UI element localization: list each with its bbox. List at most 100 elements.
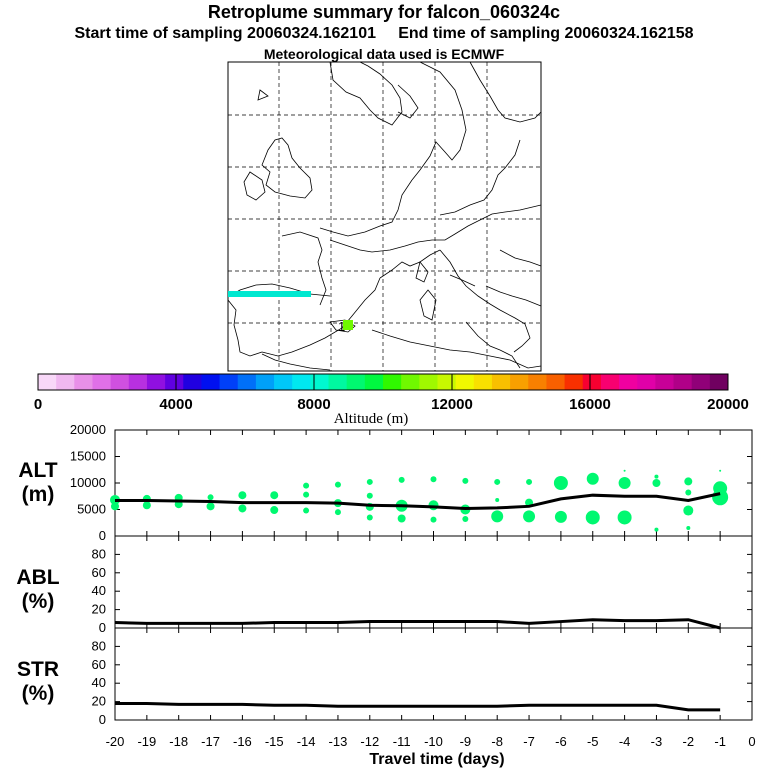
y-tick-label: 60 [92, 565, 106, 580]
altitude-cluster-point [554, 510, 567, 523]
colorbar-cell [219, 374, 239, 390]
altitude-cluster-point [494, 478, 501, 485]
y-tick-label: 20 [92, 694, 106, 709]
altitude-cluster-point [366, 492, 373, 499]
y-tick-label: 20 [92, 602, 106, 617]
x-tick-label: -16 [233, 734, 252, 749]
y-tick-label: 80 [92, 638, 106, 653]
altitude-cluster-point [654, 474, 659, 479]
colorbar-tick-label: 8000 [297, 396, 330, 413]
panel-ylabel: ALT (m) [18, 459, 57, 506]
x-tick-label: -12 [360, 734, 379, 749]
altitude-cluster-point [652, 479, 661, 487]
abl-series-line [114, 618, 721, 630]
x-tick-label: -1 [714, 734, 726, 749]
altitude-cluster-point [366, 478, 373, 485]
altitude-cluster-point [585, 510, 600, 525]
release-marker-label: 1 [338, 319, 345, 334]
end-time-label: End time of sampling 20060324.162158 [398, 25, 694, 42]
altitude-cluster-point [586, 472, 599, 485]
colorbar-cell [92, 374, 112, 390]
panel-frame [114, 535, 753, 629]
altitude-cluster-point [712, 489, 729, 506]
colorbar-cell [56, 374, 75, 390]
altitude-cluster-point [303, 491, 310, 498]
x-tick-label: -11 [393, 734, 411, 749]
colorbar-cell [473, 374, 493, 390]
panel-alt: ALT (m) 0 5000 10000 15000 20000 [18, 422, 753, 543]
colorbar-cell [165, 374, 184, 390]
altitude-cluster-point [207, 494, 214, 501]
colorbar-cell [255, 374, 275, 390]
colorbar-cell [110, 374, 130, 390]
x-tick-label: -15 [265, 734, 284, 749]
str-series-line [115, 701, 721, 712]
colorbar-cell [364, 374, 384, 390]
colorbar-cell [38, 374, 57, 390]
colorbar-cell [510, 374, 529, 390]
colorbar-cell [691, 374, 711, 390]
x-tick-label: -20 [106, 734, 125, 749]
colorbar-cell [637, 374, 656, 390]
colorbar-cell [619, 374, 638, 390]
altitude-cluster-point [206, 502, 215, 511]
altitude-cluster-point [142, 501, 151, 510]
panel-str: STR (%) 0 20 40 60 80 [17, 627, 753, 727]
panel-ylabel: STR (%) [17, 658, 59, 705]
colorbar-tick-label: 16000 [569, 396, 611, 413]
altitude-cluster-point [685, 489, 692, 496]
altitude-cluster-point [238, 491, 247, 500]
x-tick-label: -2 [683, 734, 695, 749]
altitude-cluster-point [303, 507, 310, 514]
altitude-cluster-point [111, 502, 119, 511]
colorbar-cell [546, 374, 566, 390]
x-tick-label: -7 [523, 734, 535, 749]
colorbar-label: Altitude (m) [334, 411, 409, 427]
altitude-cluster-point [623, 469, 626, 472]
altitude-cluster-point [491, 510, 504, 523]
colorbar-cell [74, 374, 93, 390]
y-tick-label: 15000 [70, 449, 106, 464]
colorbar-cell [455, 374, 475, 390]
altitude-cluster-point [553, 476, 568, 490]
met-data-label: Meteorological data used is ECMWF [263, 46, 505, 62]
colorbar-cell [183, 374, 202, 390]
page-title: Retroplume summary for falcon_060324c [207, 2, 561, 22]
altitude-cluster-point [270, 506, 279, 515]
altitude-cluster-point [334, 481, 341, 488]
altitude-cluster-point [303, 482, 310, 489]
y-tick-label: 20000 [70, 422, 106, 437]
colorbar-cell [237, 374, 257, 390]
altitude-cluster-point [334, 509, 341, 516]
altitude-cluster-point [684, 477, 693, 486]
y-tick-label: 0 [99, 620, 106, 635]
plume-trajectory-band [228, 291, 311, 297]
altitude-cluster-point [270, 491, 279, 500]
x-tick-label: -19 [137, 734, 156, 749]
y-tick-label: 0 [99, 528, 106, 543]
altitude-cluster-point [617, 510, 632, 525]
colorbar-cell [346, 374, 366, 390]
colorbar-cell [310, 374, 330, 390]
y-tick-label: 80 [92, 546, 106, 561]
colorbar-ticks: 0 4000 8000 12000 16000 20000 [34, 374, 749, 413]
panel-abl: ABL (%) 0 20 40 60 80 [16, 535, 753, 635]
colorbar: 0 4000 8000 12000 16000 20000 Altitude (m) [34, 373, 749, 427]
x-tick-label: -9 [460, 734, 472, 749]
colorbar-cells [38, 374, 729, 390]
colorbar-frame [37, 373, 729, 391]
altitude-cluster-point [526, 478, 533, 485]
colorbar-tick-label: 20000 [707, 396, 749, 413]
x-tick-label: -17 [201, 734, 220, 749]
altitude-cluster-point [495, 497, 500, 502]
colorbar-cell [600, 374, 620, 390]
colorbar-cell [292, 374, 311, 390]
x-axis: -20 -19 -18 -17 -16 -15 -14 -13 -12 -11 -10 -9 -8 -7-… [106, 734, 756, 749]
release-location-marker [343, 320, 353, 330]
y-tick-label: 0 [99, 712, 106, 727]
altitude-cluster-point [618, 477, 631, 489]
colorbar-cell [673, 374, 693, 390]
colorbar-cell [128, 374, 148, 390]
colorbar-cell [564, 374, 584, 390]
